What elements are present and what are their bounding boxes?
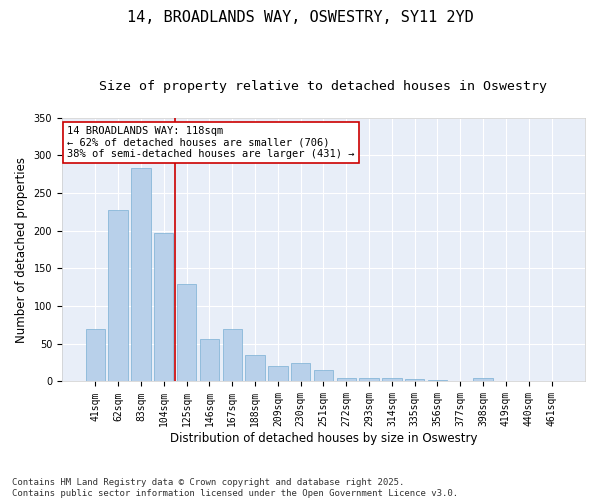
Bar bbox=[428, 380, 447, 382]
Text: 14, BROADLANDS WAY, OSWESTRY, SY11 2YD: 14, BROADLANDS WAY, OSWESTRY, SY11 2YD bbox=[127, 10, 473, 25]
Title: Size of property relative to detached houses in Oswestry: Size of property relative to detached ho… bbox=[100, 80, 547, 93]
Bar bbox=[268, 366, 287, 382]
Bar bbox=[359, 378, 379, 382]
Bar bbox=[291, 364, 310, 382]
Bar bbox=[314, 370, 333, 382]
Bar bbox=[154, 233, 173, 382]
Bar bbox=[223, 328, 242, 382]
Bar bbox=[382, 378, 401, 382]
Text: Contains HM Land Registry data © Crown copyright and database right 2025.
Contai: Contains HM Land Registry data © Crown c… bbox=[12, 478, 458, 498]
Bar bbox=[200, 338, 219, 382]
Bar bbox=[337, 378, 356, 382]
Y-axis label: Number of detached properties: Number of detached properties bbox=[15, 156, 28, 342]
Bar bbox=[86, 328, 105, 382]
Bar bbox=[131, 168, 151, 382]
Bar bbox=[473, 378, 493, 382]
Text: 14 BROADLANDS WAY: 118sqm
← 62% of detached houses are smaller (706)
38% of semi: 14 BROADLANDS WAY: 118sqm ← 62% of detac… bbox=[67, 126, 355, 159]
Bar bbox=[405, 379, 424, 382]
Bar bbox=[177, 284, 196, 382]
Bar bbox=[109, 210, 128, 382]
X-axis label: Distribution of detached houses by size in Oswestry: Distribution of detached houses by size … bbox=[170, 432, 477, 445]
Bar bbox=[542, 380, 561, 382]
Bar bbox=[245, 355, 265, 382]
